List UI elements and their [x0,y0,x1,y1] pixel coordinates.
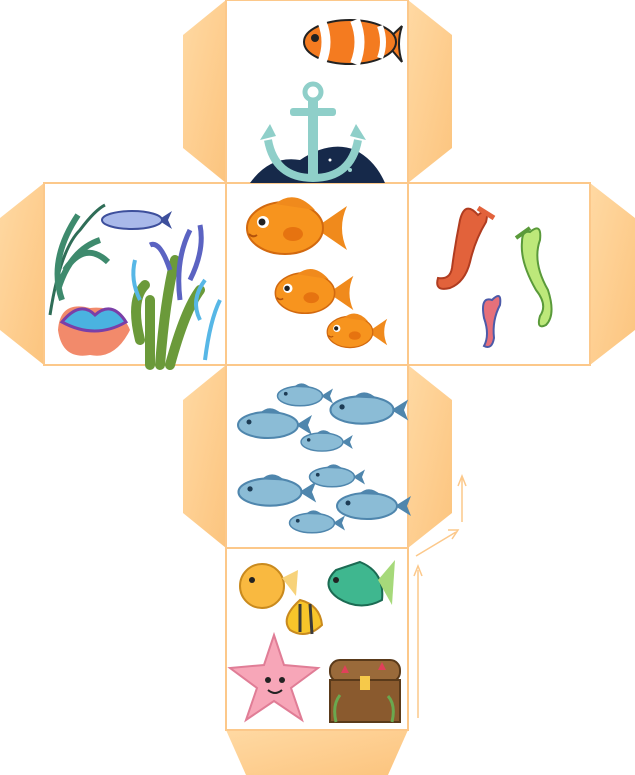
sea-friends [227,560,401,723]
anchor [250,81,385,183]
tab [183,0,226,183]
tab [408,0,452,183]
tab [0,183,44,365]
face-right [407,182,591,366]
tab [226,730,408,775]
fold-arrows [413,473,467,718]
clownfish [303,18,403,66]
seahorses [436,205,553,348]
tab [408,365,452,548]
seabed-scene [48,203,222,370]
tab [590,183,635,365]
tab [183,365,226,548]
